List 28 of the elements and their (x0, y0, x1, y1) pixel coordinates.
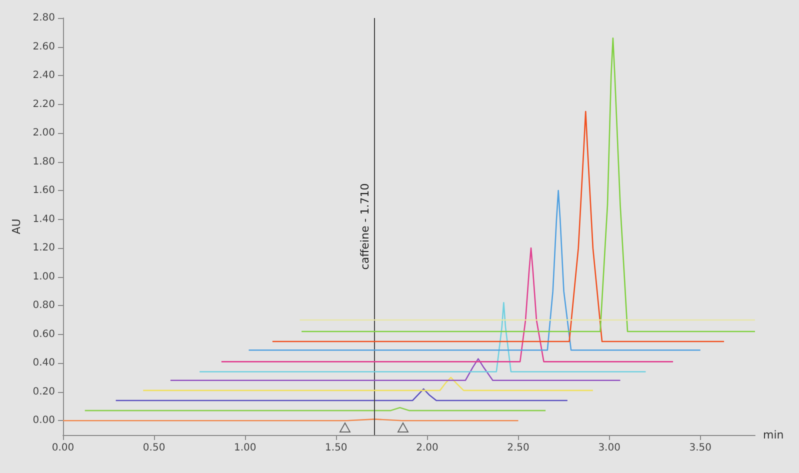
y-tick-label: 1.60 (32, 185, 55, 196)
line-series (272, 110, 725, 342)
y-tick-label: 2.80 (32, 12, 55, 24)
y-tick-label: 2.60 (32, 41, 55, 52)
x-tick-label: 0.00 (52, 442, 74, 454)
y-tick-label: 1.40 (32, 214, 55, 225)
ref-line-label: caffeine - 1.710 (358, 183, 372, 270)
x-tick-label: 2.00 (416, 442, 438, 454)
y-axis-title: AU (10, 218, 23, 234)
x-tick-label: 3.50 (689, 442, 712, 454)
y-tick-label: 0.60 (32, 328, 55, 340)
y-tick-label: 0.80 (32, 300, 55, 312)
y-tick-label: 2.00 (32, 128, 55, 139)
x-tick-label: 1.50 (325, 442, 348, 454)
y-tick-label: 0.40 (32, 358, 55, 369)
x-tick-label: 0.50 (142, 442, 166, 454)
y-tick-label: 1.00 (32, 271, 55, 282)
y-tick-label: 1.20 (32, 242, 55, 254)
y-tick-label: 0.00 (32, 415, 55, 426)
x-tick-label: 1.00 (234, 442, 256, 454)
y-tick-label: 1.80 (32, 156, 55, 168)
y-tick-label: 2.40 (32, 70, 55, 82)
x-tick-label: 2.50 (507, 442, 530, 454)
y-tick-label: 0.20 (32, 386, 55, 398)
x-tick-label: 3.00 (598, 442, 620, 454)
line-series (300, 37, 756, 332)
x-axis-title: min (763, 428, 784, 442)
y-tick-label: 2.20 (32, 98, 55, 110)
